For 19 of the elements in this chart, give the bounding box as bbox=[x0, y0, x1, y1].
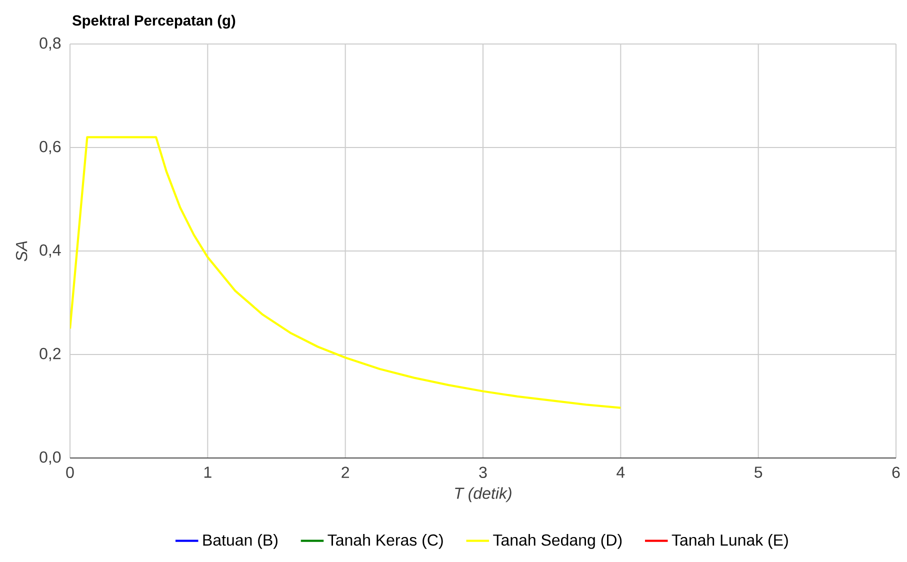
y-tick-label: 0,4 bbox=[40, 244, 61, 258]
y-tick-label: 0,8 bbox=[40, 37, 61, 51]
y-axis-title: SA bbox=[16, 241, 28, 262]
y-tick-label: 0,2 bbox=[40, 348, 60, 362]
x-tick-label: 5 bbox=[754, 466, 762, 478]
x-tick-label: 1 bbox=[204, 466, 212, 478]
x-tick-label: 4 bbox=[616, 466, 625, 478]
x-tick-label: 6 bbox=[892, 466, 900, 478]
x-tick-label: 3 bbox=[479, 466, 487, 478]
legend-label: Tanah Keras (C) bbox=[328, 534, 443, 549]
y-tick-label: 0,6 bbox=[40, 140, 61, 154]
x-tick-label: 2 bbox=[342, 466, 349, 478]
legend-label: Tanah Lunak (E) bbox=[672, 534, 788, 549]
y-tick-label: 0,0 bbox=[40, 451, 61, 465]
legend-label: Batuan (B) bbox=[203, 534, 278, 549]
legend-label: Tanah Sedang (D) bbox=[493, 534, 622, 549]
chart-title: Spektral Percepatan (g) bbox=[72, 14, 236, 29]
x-axis-title: T (detik) bbox=[455, 487, 512, 502]
x-tick-label: 0 bbox=[66, 466, 74, 478]
